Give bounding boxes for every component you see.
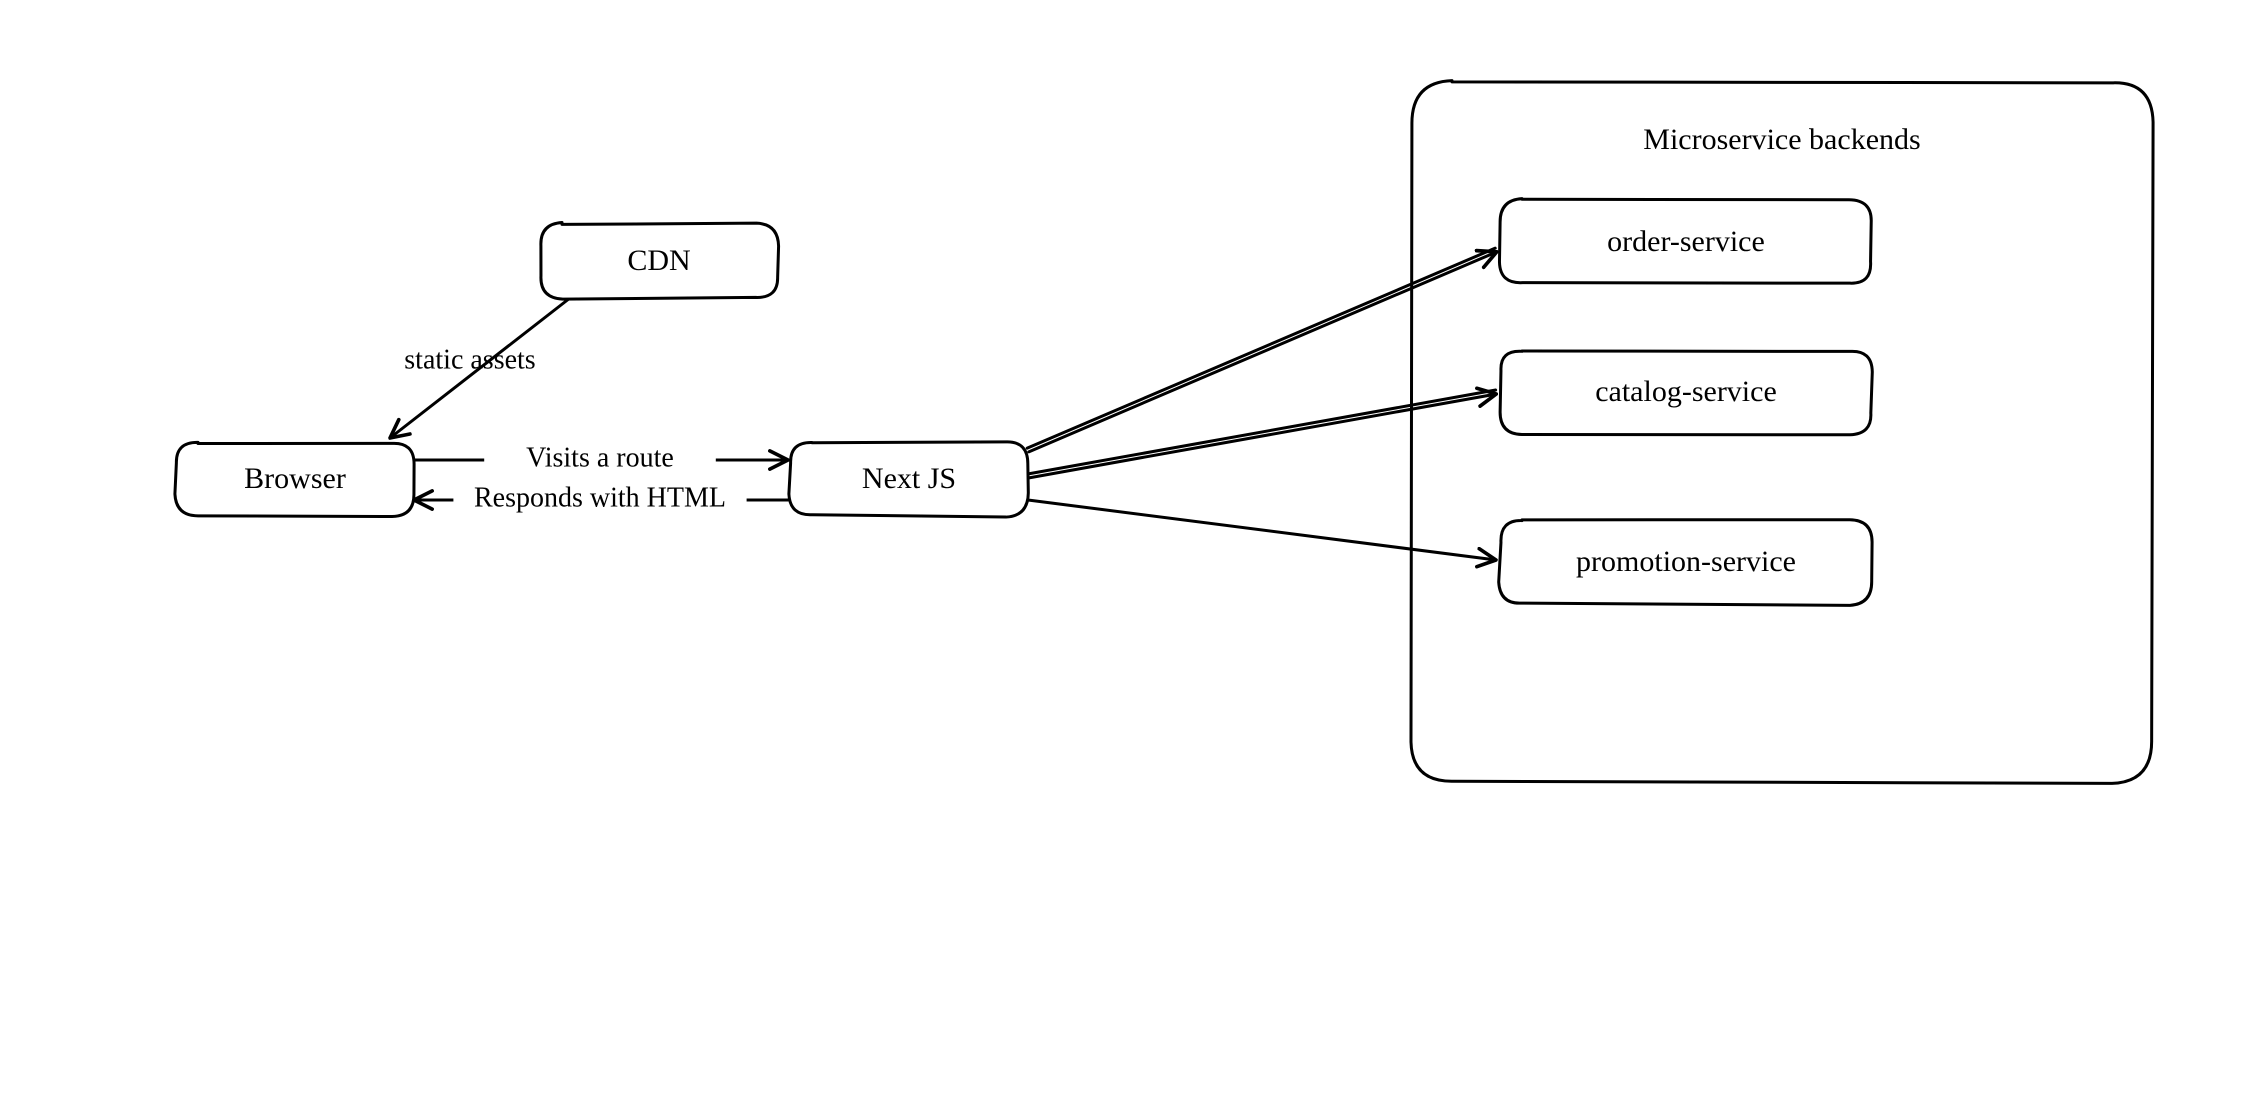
node-label-order: order-service [1607, 225, 1765, 258]
edge-nextjs-to-browser: Responds with HTML [414, 480, 788, 520]
edge-browser-to-nextjs: Visits a route [414, 440, 788, 480]
edge-label-cdn-to-browser: static assets [404, 344, 535, 375]
container-title: Microservice backends [1643, 123, 1920, 156]
edge-nextjs-to-order [1027, 248, 1497, 452]
node-label-cdn: CDN [627, 244, 690, 277]
edge-label-nextjs-to-browser: Responds with HTML [474, 482, 726, 513]
node-label-nextjs: Next JS [862, 462, 956, 495]
node-promotion: promotion-service [1499, 520, 1872, 606]
edge-nextjs-to-catalog [1028, 390, 1497, 478]
edge-cdn-to-browser: static assets [390, 298, 570, 438]
node-label-promotion: promotion-service [1576, 545, 1796, 578]
node-label-catalog: catalog-service [1595, 375, 1777, 408]
node-browser: Browser [175, 442, 414, 517]
edge-nextjs-to-promotion [1028, 500, 1496, 560]
node-nextjs: Next JS [789, 442, 1028, 517]
node-catalog: catalog-service [1500, 350, 1872, 435]
edge-label-browser-to-nextjs: Visits a route [526, 442, 674, 473]
node-order: order-service [1499, 199, 1872, 284]
node-cdn: CDN [540, 223, 779, 300]
node-label-browser: Browser [244, 462, 346, 495]
nodes-layer: CDN Browser Next JS order-service catalog-se… [175, 199, 1872, 606]
